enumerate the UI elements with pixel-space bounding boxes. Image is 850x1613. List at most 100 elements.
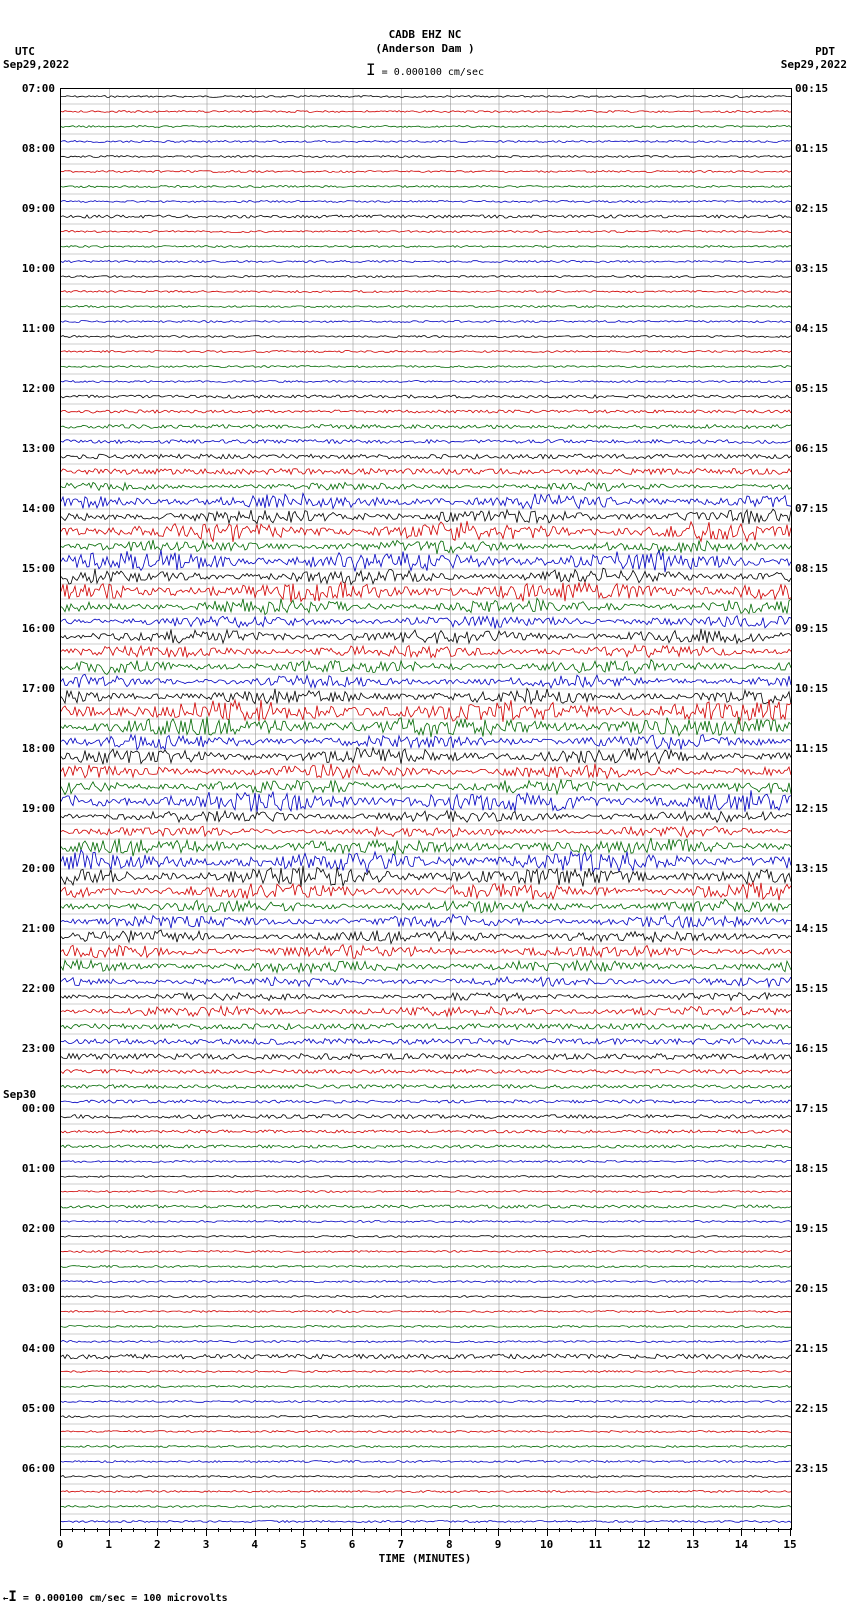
- pdt-hour-label: 20:15: [795, 1282, 828, 1295]
- utc-hour-label: 23:00: [5, 1042, 55, 1055]
- trace-row-4: [61, 156, 791, 158]
- x-tick-minor: [218, 1528, 219, 1532]
- scale-text: = 0.000100 cm/sec: [382, 67, 484, 78]
- x-tick-minor: [97, 1528, 98, 1532]
- trace-row-64: [61, 1054, 791, 1060]
- trace-row-51: [61, 850, 791, 873]
- trace-row-19: [61, 381, 791, 383]
- pdt-hour-label: 05:15: [795, 382, 828, 395]
- trace-row-82: [61, 1326, 791, 1328]
- trace-row-58: [61, 960, 791, 973]
- utc-hour-label: 14:00: [5, 502, 55, 515]
- trace-row-2: [61, 126, 791, 128]
- x-tick: [157, 1528, 158, 1536]
- scale-indicator: I = 0.000100 cm/sec: [0, 60, 850, 79]
- x-tick-minor: [133, 1528, 134, 1532]
- trace-row-53: [61, 883, 791, 901]
- trace-row-62: [61, 1024, 791, 1030]
- trace-row-95: [61, 1521, 791, 1523]
- pdt-hour-label: 08:15: [795, 562, 828, 575]
- utc-hour-label: 01:00: [5, 1162, 55, 1175]
- x-tick-minor: [170, 1528, 171, 1532]
- trace-row-21: [61, 410, 791, 413]
- x-axis-title: TIME (MINUTES): [379, 1552, 472, 1565]
- trace-row-60: [61, 993, 791, 1001]
- station-location: (Anderson Dam ): [0, 42, 850, 56]
- trace-row-80: [61, 1296, 791, 1298]
- trace-row-32: [61, 568, 791, 584]
- trace-row-65: [61, 1070, 791, 1074]
- left-date: Sep29,2022: [3, 58, 69, 71]
- trace-row-5: [61, 171, 791, 173]
- trace-row-0: [61, 96, 791, 98]
- pdt-hour-label: 00:15: [795, 82, 828, 95]
- trace-row-20: [61, 395, 791, 398]
- trace-row-23: [61, 440, 791, 444]
- trace-row-55: [61, 914, 791, 928]
- pdt-hour-label: 01:15: [795, 142, 828, 155]
- trace-row-34: [61, 598, 791, 614]
- x-tick-label: 6: [349, 1538, 356, 1551]
- x-tick-minor: [778, 1528, 779, 1532]
- trace-row-61: [61, 1006, 791, 1017]
- pdt-hour-label: 07:15: [795, 502, 828, 515]
- trace-row-63: [61, 1039, 791, 1045]
- pdt-hour-label: 23:15: [795, 1462, 828, 1475]
- trace-row-93: [61, 1491, 791, 1493]
- x-tick-label: 1: [105, 1538, 112, 1551]
- trace-row-70: [61, 1145, 791, 1148]
- x-tick-minor: [145, 1528, 146, 1532]
- x-tick: [60, 1528, 61, 1536]
- pdt-hour-label: 17:15: [795, 1102, 828, 1115]
- pdt-hour-label: 21:15: [795, 1342, 828, 1355]
- trace-row-11: [61, 261, 791, 263]
- x-tick-minor: [267, 1528, 268, 1532]
- trace-row-94: [61, 1506, 791, 1508]
- trace-row-22: [61, 425, 791, 429]
- x-tick-minor: [243, 1528, 244, 1532]
- x-tick-label: 9: [495, 1538, 502, 1551]
- utc-hour-label: 20:00: [5, 862, 55, 875]
- trace-row-25: [61, 469, 791, 475]
- pdt-hour-label: 15:15: [795, 982, 828, 995]
- x-tick-minor: [340, 1528, 341, 1532]
- x-tick: [498, 1528, 499, 1536]
- x-tick: [401, 1528, 402, 1536]
- trace-row-3: [61, 141, 791, 143]
- x-tick-minor: [84, 1528, 85, 1532]
- trace-row-90: [61, 1446, 791, 1448]
- x-tick-minor: [474, 1528, 475, 1532]
- x-tick-label: 3: [203, 1538, 210, 1551]
- utc-hour-label: 21:00: [5, 922, 55, 935]
- utc-hour-label: 00:00: [5, 1102, 55, 1115]
- trace-row-24: [61, 454, 791, 459]
- station-id: CADB EHZ NC: [0, 28, 850, 42]
- utc-hour-label: 06:00: [5, 1462, 55, 1475]
- trace-row-67: [61, 1100, 791, 1103]
- pdt-hour-label: 18:15: [795, 1162, 828, 1175]
- x-tick-minor: [559, 1528, 560, 1532]
- x-tick-minor: [316, 1528, 317, 1532]
- x-tick-minor: [729, 1528, 730, 1532]
- trace-row-89: [61, 1431, 791, 1433]
- x-tick-minor: [705, 1528, 706, 1532]
- x-tick: [109, 1528, 110, 1536]
- trace-row-92: [61, 1476, 791, 1478]
- trace-row-15: [61, 321, 791, 323]
- trace-row-74: [61, 1205, 791, 1208]
- trace-row-10: [61, 246, 791, 248]
- utc-hour-label: 03:00: [5, 1282, 55, 1295]
- x-tick: [595, 1528, 596, 1536]
- x-tick-minor: [754, 1528, 755, 1532]
- x-tick: [449, 1528, 450, 1536]
- x-tick-label: 12: [637, 1538, 650, 1551]
- trace-row-88: [61, 1416, 791, 1418]
- trace-row-6: [61, 186, 791, 188]
- utc-hour-label: 15:00: [5, 562, 55, 575]
- x-tick: [255, 1528, 256, 1536]
- x-tick: [790, 1528, 791, 1536]
- left-tz-label: UTC: [15, 45, 35, 58]
- x-tick-minor: [437, 1528, 438, 1532]
- x-tick-minor: [681, 1528, 682, 1532]
- trace-row-1: [61, 111, 791, 113]
